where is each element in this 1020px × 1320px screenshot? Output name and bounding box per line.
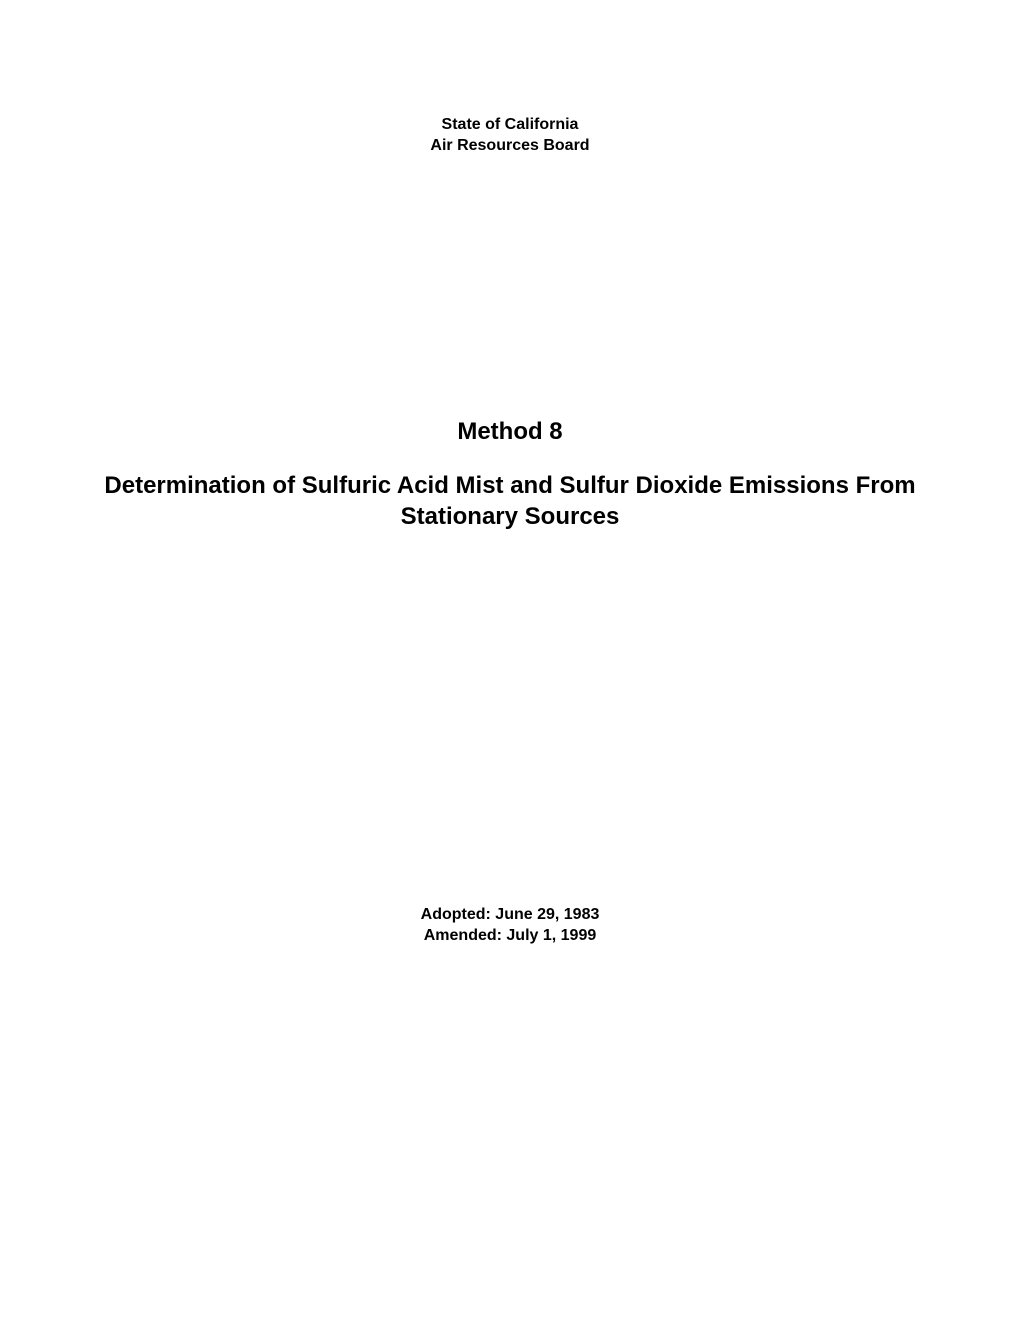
document-subtitle: Determination of Sulfuric Acid Mist and … <box>0 470 1020 532</box>
dates-block: Adopted: June 29, 1983 Amended: July 1, … <box>0 905 1020 947</box>
header-line-1: State of California <box>0 115 1020 136</box>
header-line-2: Air Resources Board <box>0 136 1020 157</box>
title-block: Method 8 Determination of Sulfuric Acid … <box>0 418 1020 532</box>
document-header: State of California Air Resources Board <box>0 115 1020 157</box>
adopted-date: Adopted: June 29, 1983 <box>0 905 1020 926</box>
method-number: Method 8 <box>0 418 1020 446</box>
amended-date: Amended: July 1, 1999 <box>0 926 1020 947</box>
